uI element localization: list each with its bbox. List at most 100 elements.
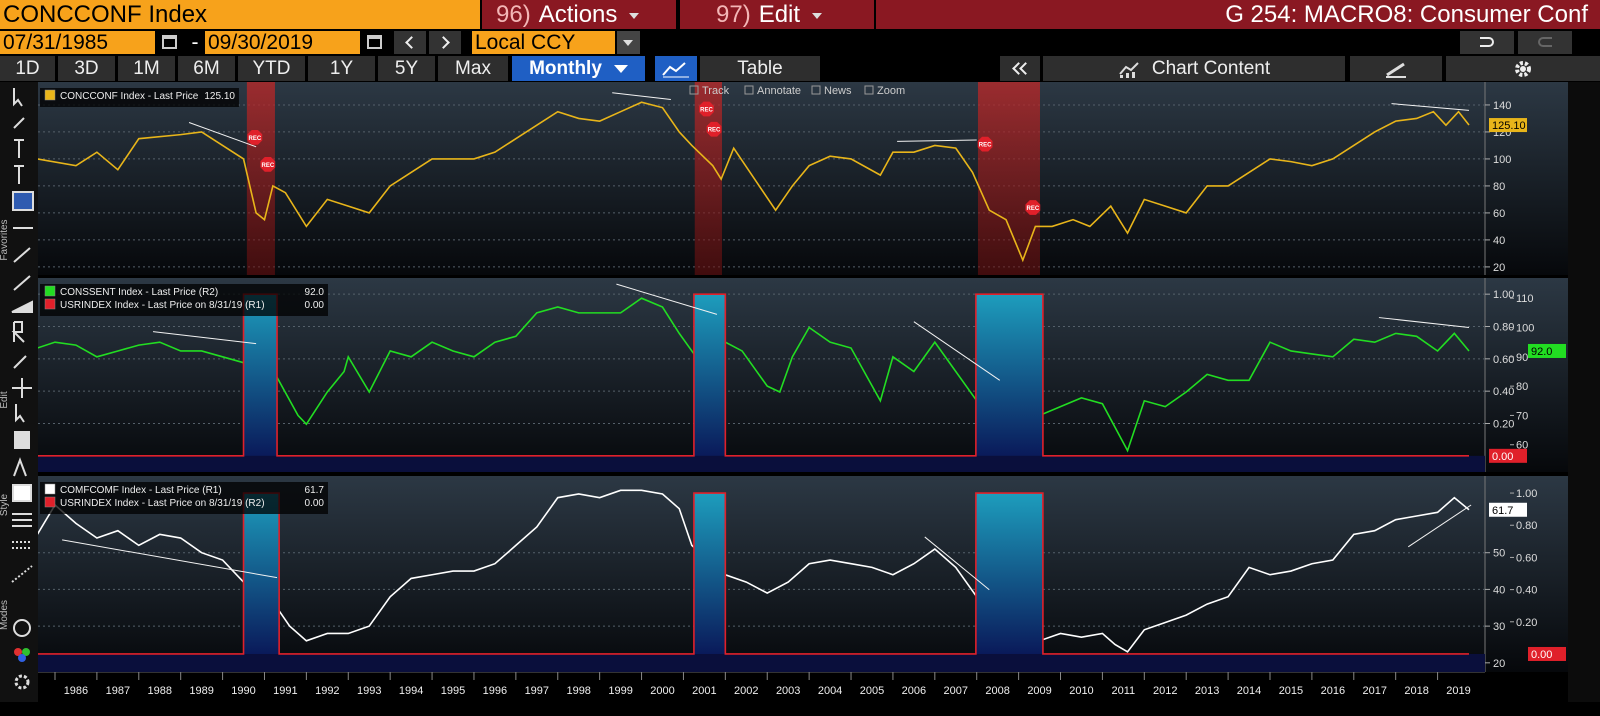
- chart-content-label: Chart Content: [1151, 58, 1271, 79]
- rec-marker: [977, 136, 993, 152]
- x-tick-label: 2007: [944, 685, 968, 697]
- security-field[interactable]: CONCCONF Index: [0, 0, 480, 29]
- rec-marker-label: REC: [700, 107, 713, 113]
- legend-value: 0.00: [305, 498, 325, 509]
- fill-icon[interactable]: [11, 300, 33, 313]
- x-tick-label: 2018: [1404, 685, 1428, 697]
- currency-dropdown[interactable]: [617, 31, 640, 54]
- palette-icon[interactable]: [22, 648, 30, 656]
- period-button[interactable]: 6M: [178, 56, 235, 81]
- start-date[interactable]: 07/31/1985: [0, 31, 155, 54]
- period-button[interactable]: YTD: [238, 56, 305, 81]
- table-button[interactable]: Table: [700, 56, 820, 81]
- panel-background: [38, 82, 1568, 275]
- chart-tool[interactable]: News: [824, 85, 852, 97]
- calendar-icon[interactable]: [364, 31, 386, 54]
- period-button[interactable]: 5Y: [378, 56, 435, 81]
- move-icon[interactable]: [12, 378, 32, 398]
- text-tool-icon[interactable]: [12, 191, 34, 211]
- line-style-icon[interactable]: [12, 513, 32, 527]
- settings-button[interactable]: [1446, 56, 1600, 81]
- y2-tick-label: 110: [1516, 293, 1534, 305]
- legend-label: COMFCOMF Index - Last Price (R1): [60, 485, 222, 496]
- x-tick-label: 1994: [399, 685, 423, 697]
- period-button[interactable]: 1D: [0, 56, 55, 81]
- next-button[interactable]: [429, 31, 461, 54]
- dotted-icon[interactable]: [11, 565, 33, 583]
- y-tick-label: 0.40: [1493, 386, 1514, 398]
- end-date[interactable]: 09/30/2019: [205, 31, 360, 54]
- dash-icon[interactable]: [12, 541, 32, 549]
- rec-marker: [706, 121, 722, 137]
- period-button[interactable]: Max: [438, 56, 508, 81]
- y2-tick-label: 100: [1516, 323, 1534, 335]
- currency-icon[interactable]: [14, 165, 24, 184]
- x-tick-label: 2011: [1112, 685, 1136, 697]
- trend-line: [188, 122, 257, 148]
- period-button[interactable]: 1M: [118, 56, 175, 81]
- zero-band: [38, 455, 1485, 472]
- draw-icon: [1386, 62, 1406, 78]
- calendar-icon[interactable]: [159, 31, 181, 54]
- pointer-icon[interactable]: [13, 88, 23, 107]
- legend-label: CONSSENT Index - Last Price (R2): [60, 287, 218, 298]
- recession-shade: [977, 82, 1040, 275]
- line-icon: [662, 62, 689, 78]
- font-icon[interactable]: [13, 457, 27, 477]
- mode-icon[interactable]: [13, 619, 31, 637]
- y2-tick-label: 1.00: [1516, 488, 1537, 500]
- currency-field[interactable]: Local CCY: [472, 31, 615, 54]
- x-tick-label: 1986: [64, 685, 88, 697]
- table-label: Table: [737, 58, 783, 79]
- series-line: [38, 101, 1470, 263]
- y2-tick-label: 0.20: [1516, 617, 1537, 629]
- channel-icon[interactable]: [13, 275, 31, 291]
- trash-icon[interactable]: [14, 431, 30, 449]
- trend-line: [62, 539, 278, 579]
- plot: [38, 283, 1485, 472]
- edit-menu[interactable]: 97) Edit: [680, 0, 874, 29]
- last-value-tag: [1528, 646, 1566, 661]
- select-icon[interactable]: [15, 404, 25, 423]
- last-value-label: 125.10: [1492, 120, 1526, 132]
- chart-tool[interactable]: Annotate: [757, 85, 801, 97]
- sidebar-section: Edit: [0, 391, 10, 408]
- rec-marker: [247, 129, 263, 145]
- r-icon[interactable]: [11, 321, 25, 343]
- trend-icon[interactable]: [13, 247, 31, 263]
- x-tick-label: 2013: [1195, 685, 1219, 697]
- palette-icon[interactable]: [18, 654, 26, 662]
- prev-button[interactable]: [394, 31, 426, 54]
- settings-icon[interactable]: [14, 674, 30, 690]
- period-button[interactable]: 3D: [58, 56, 115, 81]
- frequency: Monthly: [529, 58, 602, 79]
- actions-menu[interactable]: 96) Actions: [482, 0, 676, 29]
- color-icon[interactable]: [12, 484, 32, 502]
- recession-shade: [246, 82, 275, 275]
- palette-icon[interactable]: [14, 648, 22, 656]
- x-tick-label: 2012: [1153, 685, 1177, 697]
- undo-button[interactable]: [1460, 31, 1514, 54]
- x-tick-label: 1992: [315, 685, 339, 697]
- tool-icon: [811, 85, 821, 95]
- x-tick-label: 2014: [1237, 685, 1261, 697]
- period-button[interactable]: 1Y: [308, 56, 375, 81]
- y-tick-label: 80: [1493, 181, 1505, 193]
- line-chart-toggle[interactable]: [655, 56, 697, 81]
- legend-box: [40, 88, 239, 107]
- draw-tools-button[interactable]: [1350, 56, 1442, 81]
- chart-content-button[interactable]: Chart Content: [1043, 56, 1345, 81]
- brush-icon[interactable]: [13, 355, 27, 369]
- y-tick-label: 0.60: [1493, 354, 1514, 366]
- pen-icon[interactable]: [13, 117, 25, 129]
- redo-button[interactable]: [1518, 31, 1572, 54]
- chart-tool[interactable]: Track: [702, 85, 730, 97]
- rec-marker-label: REC: [979, 143, 992, 149]
- price-icon[interactable]: [14, 139, 24, 158]
- x-tick-label: 1993: [357, 685, 381, 697]
- collapse-button[interactable]: [1000, 56, 1040, 81]
- frequency-dropdown[interactable]: Monthly: [512, 56, 645, 81]
- last-value-tag: [1489, 502, 1527, 517]
- chart-tool[interactable]: Zoom: [877, 85, 905, 97]
- rec-marker-label: REC: [261, 163, 274, 169]
